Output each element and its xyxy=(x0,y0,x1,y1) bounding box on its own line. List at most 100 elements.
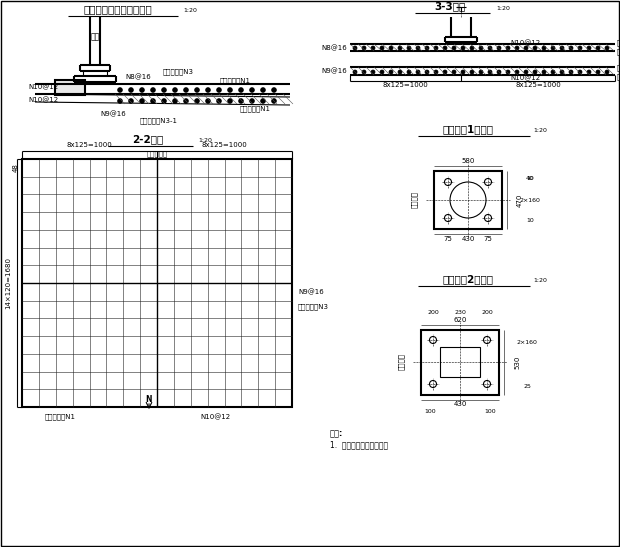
Bar xyxy=(55,80,85,95)
Circle shape xyxy=(261,99,265,103)
Circle shape xyxy=(434,70,438,74)
Text: 原梁体钢筋N3-1: 原梁体钢筋N3-1 xyxy=(617,65,620,71)
Circle shape xyxy=(371,70,375,74)
Circle shape xyxy=(524,70,528,74)
Circle shape xyxy=(184,99,188,103)
Circle shape xyxy=(261,88,265,92)
Circle shape xyxy=(515,70,519,74)
Text: 附注:: 附注: xyxy=(330,429,343,438)
Circle shape xyxy=(578,46,582,50)
Bar xyxy=(22,159,292,407)
Circle shape xyxy=(195,99,199,103)
Circle shape xyxy=(560,70,564,74)
Text: 200: 200 xyxy=(427,310,439,315)
Circle shape xyxy=(452,46,456,50)
Text: 530: 530 xyxy=(514,356,520,369)
Text: N10@12: N10@12 xyxy=(28,97,58,103)
Circle shape xyxy=(461,70,465,74)
Text: N10@12: N10@12 xyxy=(510,40,540,46)
Circle shape xyxy=(551,46,555,50)
Bar xyxy=(421,329,499,394)
Circle shape xyxy=(443,70,447,74)
Text: 48: 48 xyxy=(13,164,19,172)
Circle shape xyxy=(605,70,609,74)
Text: N8@16: N8@16 xyxy=(125,74,151,80)
Text: 1:20: 1:20 xyxy=(183,9,197,14)
Text: 2×160: 2×160 xyxy=(516,340,538,345)
Text: 锚筋示意: 锚筋示意 xyxy=(410,191,417,208)
Circle shape xyxy=(398,70,402,74)
Circle shape xyxy=(488,46,492,50)
Text: 预埋钢板1大样图: 预埋钢板1大样图 xyxy=(443,124,494,134)
Circle shape xyxy=(239,99,243,103)
Circle shape xyxy=(596,46,600,50)
Circle shape xyxy=(533,46,537,50)
Circle shape xyxy=(206,99,210,103)
Text: 原梁体钢筋N3: 原梁体钢筋N3 xyxy=(617,49,620,55)
Text: 40: 40 xyxy=(526,176,534,181)
Circle shape xyxy=(497,46,501,50)
Circle shape xyxy=(173,88,177,92)
Circle shape xyxy=(443,46,447,50)
Text: 1:20: 1:20 xyxy=(496,5,510,10)
Circle shape xyxy=(569,70,573,74)
Circle shape xyxy=(461,46,465,50)
Text: N9@16: N9@16 xyxy=(100,110,126,117)
Circle shape xyxy=(425,46,429,50)
Circle shape xyxy=(488,70,492,74)
Circle shape xyxy=(353,46,356,50)
Circle shape xyxy=(560,46,564,50)
Text: N10@12: N10@12 xyxy=(200,414,230,420)
Text: 230: 230 xyxy=(454,310,466,315)
Text: 10: 10 xyxy=(526,218,534,224)
Text: 8x125=1000: 8x125=1000 xyxy=(383,82,428,88)
Text: 8x125=1000: 8x125=1000 xyxy=(515,82,561,88)
Circle shape xyxy=(217,99,221,103)
Circle shape xyxy=(118,88,122,92)
Circle shape xyxy=(272,99,276,103)
Text: 支架中心线: 支架中心线 xyxy=(146,150,167,158)
Circle shape xyxy=(151,88,155,92)
Circle shape xyxy=(479,46,483,50)
Circle shape xyxy=(407,70,411,74)
Circle shape xyxy=(569,46,573,50)
Text: 620: 620 xyxy=(453,317,467,323)
Circle shape xyxy=(151,99,155,103)
Circle shape xyxy=(470,70,474,74)
Circle shape xyxy=(533,70,537,74)
Circle shape xyxy=(129,99,133,103)
Circle shape xyxy=(389,70,393,74)
Text: 原梁体钢筋N3-1: 原梁体钢筋N3-1 xyxy=(140,118,178,124)
Text: N10@12: N10@12 xyxy=(510,75,540,82)
Circle shape xyxy=(239,88,243,92)
Bar xyxy=(440,347,480,377)
Text: N9@16: N9@16 xyxy=(298,289,324,295)
Text: 原梁体钢筋N1: 原梁体钢筋N1 xyxy=(617,40,620,46)
Circle shape xyxy=(434,46,438,50)
Text: 25: 25 xyxy=(523,385,531,389)
Circle shape xyxy=(470,46,474,50)
Circle shape xyxy=(524,46,528,50)
Text: 原梁体钢筋N1: 原梁体钢筋N1 xyxy=(617,74,620,80)
Text: 原梁体钢筋N3: 原梁体钢筋N3 xyxy=(298,304,329,310)
Text: N9@16: N9@16 xyxy=(321,68,347,74)
Circle shape xyxy=(140,88,144,92)
Text: 200: 200 xyxy=(481,310,493,315)
Circle shape xyxy=(380,46,384,50)
Circle shape xyxy=(206,88,210,92)
Text: 75: 75 xyxy=(443,236,453,242)
Circle shape xyxy=(551,70,555,74)
Text: 1:20: 1:20 xyxy=(533,129,547,133)
Circle shape xyxy=(578,70,582,74)
Circle shape xyxy=(184,88,188,92)
Text: N10@12: N10@12 xyxy=(28,84,58,90)
Circle shape xyxy=(542,70,546,74)
Circle shape xyxy=(380,70,384,74)
Circle shape xyxy=(272,88,276,92)
Text: 原梁体钢筋N3: 原梁体钢筋N3 xyxy=(163,69,194,75)
Circle shape xyxy=(353,70,356,74)
Circle shape xyxy=(140,99,144,103)
Circle shape xyxy=(542,46,546,50)
Circle shape xyxy=(118,99,122,103)
Text: 100: 100 xyxy=(484,409,496,414)
